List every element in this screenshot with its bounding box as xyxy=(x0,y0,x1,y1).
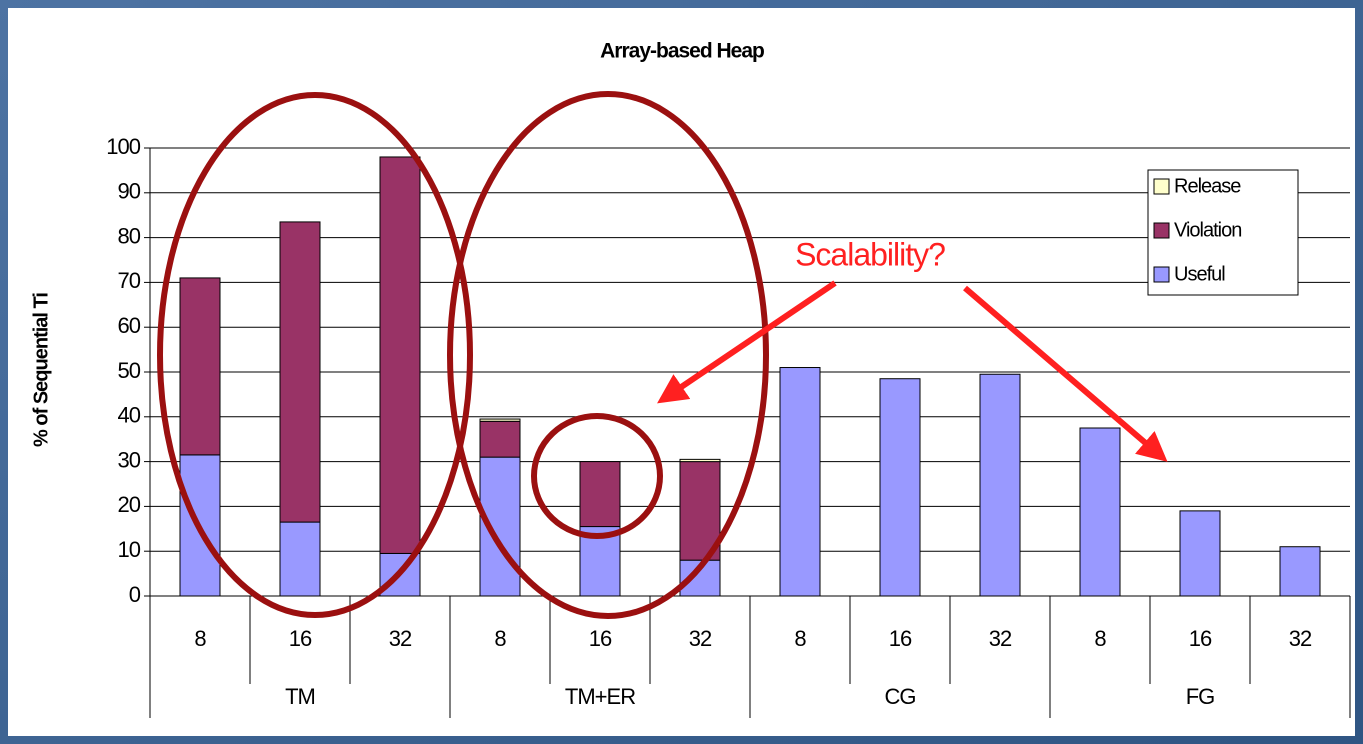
x-tick-label: 32 xyxy=(689,626,712,651)
legend-label: Release xyxy=(1174,175,1241,197)
x-tick-label: 8 xyxy=(1094,626,1106,651)
group-label: CG xyxy=(885,684,916,709)
bar-segment xyxy=(1279,546,1321,597)
bar-segment xyxy=(279,221,321,523)
group-label: TM+ER xyxy=(565,684,635,709)
x-tick-label: 16 xyxy=(589,626,612,651)
bar-segment xyxy=(779,367,821,597)
y-tick-label: 20 xyxy=(118,492,141,517)
bar-segment xyxy=(979,373,1021,597)
x-tick-label: 32 xyxy=(989,626,1012,651)
x-tick-label: 32 xyxy=(389,626,412,651)
x-tick-label: 32 xyxy=(1289,626,1312,651)
y-tick-label: 70 xyxy=(118,268,141,293)
group-label: TM xyxy=(285,684,315,709)
legend-swatch xyxy=(1153,178,1170,195)
y-tick-label: 80 xyxy=(118,223,141,248)
x-tick-label: 16 xyxy=(289,626,312,651)
legend-swatch xyxy=(1153,222,1170,239)
bar-segment xyxy=(279,521,321,597)
x-tick-label: 16 xyxy=(889,626,912,651)
legend-label: Violation xyxy=(1174,219,1241,241)
y-tick-label: 40 xyxy=(118,403,141,428)
bar-segment xyxy=(179,277,221,456)
chart-title: Array-based Heap xyxy=(600,40,764,63)
bar-segment xyxy=(679,458,721,463)
y-tick-label: 0 xyxy=(129,582,141,607)
bar-segment xyxy=(579,461,621,528)
highlight-ellipse xyxy=(157,92,473,618)
group-label: FG xyxy=(1186,684,1215,709)
y-tick-label: 50 xyxy=(118,358,141,383)
bar-segment xyxy=(1179,510,1221,597)
legend-label: Useful xyxy=(1174,263,1225,285)
highlight-circle xyxy=(531,413,663,539)
legend-swatch xyxy=(1153,266,1170,283)
x-tick-label: 16 xyxy=(1189,626,1212,651)
x-tick-label: 8 xyxy=(794,626,806,651)
legend-box xyxy=(1147,169,1299,296)
bar-segment xyxy=(679,461,721,561)
y-tick-label: 10 xyxy=(118,537,141,562)
bar-segment xyxy=(479,418,521,422)
y-tick-label: 100 xyxy=(106,134,140,159)
y-axis-label: % of Sequential Ti xyxy=(30,293,52,447)
arrow xyxy=(963,285,1168,462)
bar-segment xyxy=(1079,427,1121,597)
bar-segment xyxy=(479,420,521,458)
highlight-ellipse xyxy=(447,91,769,619)
arrow xyxy=(657,280,837,404)
y-tick-label: 30 xyxy=(118,447,141,472)
x-tick-label: 8 xyxy=(194,626,206,651)
y-tick-label: 60 xyxy=(118,313,141,338)
bar-segment xyxy=(379,156,421,554)
annotations: Scalability? xyxy=(157,91,1168,619)
annotation: Scalability? xyxy=(795,236,945,272)
x-tick-label: 8 xyxy=(494,626,506,651)
bar-segment xyxy=(879,378,921,597)
y-tick-label: 90 xyxy=(118,179,141,204)
